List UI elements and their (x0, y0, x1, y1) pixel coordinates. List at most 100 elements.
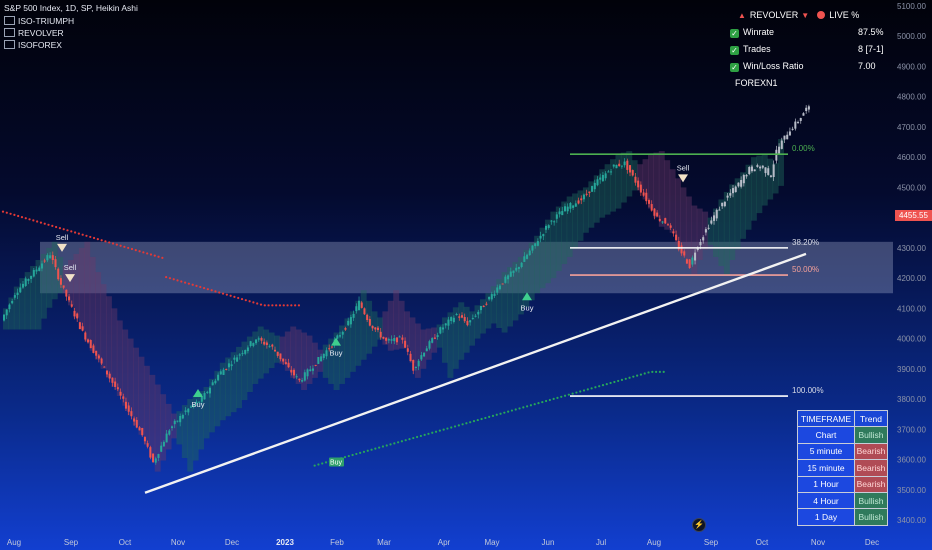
cloud-segment (333, 332, 340, 390)
cloud-segment (420, 329, 427, 369)
cloud-segment (295, 329, 302, 384)
trailing-stop-dot (544, 399, 548, 403)
candle-body (347, 320, 350, 326)
candle-body (143, 437, 146, 442)
cloud-segment (653, 152, 660, 218)
candle-body (241, 353, 244, 355)
candle-body (325, 350, 328, 357)
indicator-revolver[interactable]: REVOLVER (4, 28, 64, 38)
indicator-isoforex[interactable]: ISOFOREX (4, 40, 62, 50)
cloud-segment (512, 261, 519, 321)
trailing-stop-dot (199, 285, 202, 289)
cloud-segment (599, 169, 606, 218)
cloud-segment (718, 199, 725, 267)
candle-body (206, 391, 209, 393)
candle-body (517, 267, 520, 269)
candle-body (786, 134, 789, 140)
candle-body (447, 319, 450, 326)
cloud-segment (642, 159, 649, 200)
trailing-stop-dot (157, 255, 160, 258)
trailing-stop-dot (240, 297, 244, 301)
stat-trades: ✓ Trades 8 [7-1] (730, 44, 884, 55)
trailing-stop-dot (408, 438, 411, 441)
x-tick-label: Aug (647, 538, 661, 547)
candle-body (146, 443, 149, 447)
trailing-stop-dot (526, 405, 529, 408)
trailing-stop-dot (484, 416, 487, 420)
signal-label: Sell (56, 233, 69, 242)
cloud-segment (355, 300, 362, 366)
candle-body (376, 327, 380, 331)
candle-body (645, 192, 648, 202)
candle-body (114, 381, 117, 387)
trailing-stop-dot (495, 413, 498, 416)
trailing-stop-dot (476, 418, 479, 422)
candle-body (363, 308, 366, 315)
candle-body (195, 401, 198, 404)
cloud-segment (35, 259, 42, 330)
trailing-stop-dot (17, 214, 20, 218)
trailing-stop-dot (85, 234, 88, 237)
candle-body (122, 396, 125, 399)
trailing-stop-dot (282, 304, 285, 307)
cloud-segment (236, 346, 242, 409)
candle-body (284, 362, 287, 365)
cloud-segment (631, 160, 638, 191)
sell-arrow-icon (57, 243, 67, 252)
trailing-stop-dot (176, 279, 179, 282)
candle-body (322, 353, 325, 359)
indicator-iso-triumph[interactable]: ISO-TRIUMPH (4, 16, 74, 26)
x-tick-label: Mar (377, 538, 391, 547)
candle-body (76, 313, 79, 319)
candle-body (154, 458, 157, 463)
cloud-segment (740, 172, 747, 239)
cloud-segment (550, 211, 557, 279)
trailing-stop-dot (438, 429, 441, 432)
candle-body (710, 220, 713, 224)
candle-body (545, 225, 548, 230)
candle-body (43, 260, 46, 262)
cloud-segment (685, 196, 692, 267)
candle-body (279, 353, 282, 360)
candle-body (306, 369, 309, 377)
candle-body (330, 346, 333, 348)
live-dot-icon (817, 11, 826, 19)
candle-body (282, 358, 285, 362)
cloud-segment (257, 326, 264, 379)
candle-body (225, 368, 228, 370)
trend-cell: Bearish (854, 475, 888, 493)
candle-body (580, 198, 583, 201)
trailing-stop-dot (168, 277, 172, 280)
candle-body (92, 345, 95, 353)
candle-body (772, 164, 775, 177)
candle-body (474, 315, 477, 317)
candle-body (401, 337, 404, 340)
candle-body (108, 373, 111, 379)
cloud-segment (566, 196, 573, 257)
ascending-trendline (144, 252, 807, 494)
cloud-segment (138, 356, 145, 435)
timeframe-cell: 4 Hour (797, 491, 855, 510)
candle-body (780, 140, 783, 149)
cloud-segment (73, 253, 80, 318)
candle-body (536, 241, 539, 246)
cloud-segment (78, 247, 85, 330)
cloud-segment (116, 320, 123, 397)
trailing-stop-dot (552, 397, 555, 401)
candle-body (176, 420, 179, 422)
tradingview-logo-icon[interactable]: ⚡ (692, 518, 706, 532)
candle-body (97, 355, 100, 359)
x-tick-label: Jun (542, 538, 555, 547)
cloud-segment (40, 253, 47, 319)
trailing-stop-dot (605, 382, 608, 386)
cloud-segment (485, 293, 492, 329)
fib-level-label: 0.00% (792, 144, 815, 153)
candle-body (19, 287, 22, 293)
trailing-stop-dot (229, 294, 232, 297)
trailing-stop-dot (488, 415, 491, 418)
cloud-segment (181, 405, 188, 459)
cloud-segment (46, 247, 53, 308)
cloud-segment (707, 217, 714, 245)
